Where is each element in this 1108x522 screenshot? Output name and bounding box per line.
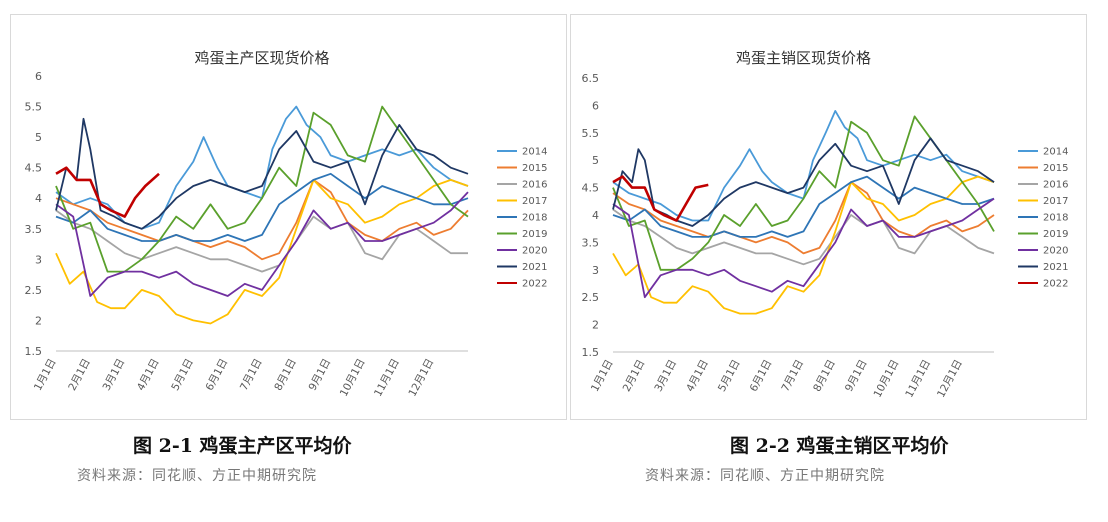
series-line-2020	[55, 191, 469, 297]
x-tick-label: 3月1日	[101, 357, 128, 393]
legend-label-2014: 2014	[1043, 147, 1068, 158]
legend-label-2017: 2017	[1043, 196, 1068, 207]
series-line-2019	[612, 115, 995, 271]
legend-label-2022: 2022	[522, 279, 547, 290]
legend-label-2022: 2022	[1043, 279, 1068, 290]
x-tick-label: 6月1日	[748, 358, 775, 394]
figure-caption-left: 图 2-1 鸡蛋主产区平均价	[133, 435, 352, 457]
y-tick-label: 5.5	[25, 101, 43, 114]
series-line-2022	[612, 175, 709, 222]
series-line-2017	[55, 179, 469, 325]
x-tick-label: 8月1日	[272, 357, 299, 393]
x-tick-label: 11月1日	[372, 357, 402, 399]
chart-title: 鸡蛋主销区现货价格	[736, 49, 871, 67]
figure-caption-right: 图 2-2 鸡蛋主销区平均价	[730, 435, 949, 457]
y-tick-label: 3	[35, 253, 42, 266]
legend-label-2020: 2020	[1043, 246, 1068, 257]
y-tick-label: 1.5	[25, 345, 43, 358]
x-tick-label: 1月1日	[32, 357, 59, 393]
series-line-2015	[55, 179, 469, 261]
series-line-2020	[612, 197, 995, 299]
legend-label-2016: 2016	[1043, 180, 1068, 191]
y-tick-label: 6	[35, 70, 42, 83]
x-tick-label: 9月1日	[307, 357, 334, 393]
x-tick-label: 5月1日	[716, 358, 743, 394]
y-tick-label: 5	[592, 154, 599, 167]
y-tick-label: 4	[592, 209, 599, 222]
x-tick-label: 3月1日	[652, 358, 679, 394]
legend-label-2014: 2014	[522, 147, 547, 158]
series-line-2014	[55, 105, 469, 230]
y-tick-label: 5.5	[582, 127, 600, 140]
x-tick-label: 9月1日	[843, 358, 870, 394]
legend-label-2021: 2021	[1043, 262, 1068, 273]
legend-label-2017: 2017	[522, 196, 547, 207]
series-line-2018	[612, 175, 995, 238]
legend-label-2021: 2021	[522, 262, 547, 273]
y-tick-label: 2	[35, 314, 42, 327]
x-tick-label: 10月1日	[338, 357, 368, 399]
chart-left: 鸡蛋主产区现货价格 1.5 2 2.5 3 3.5 4 4.5 5 5.5 6 1月1日 2月1日 3月1…	[25, 49, 548, 399]
legend-label-2020: 2020	[522, 246, 547, 257]
y-tick-label: 2.5	[25, 284, 43, 297]
legend-label-2019: 2019	[1043, 229, 1068, 240]
y-tick-label: 2	[592, 319, 599, 332]
series-line-2022	[55, 166, 160, 218]
y-tick-label: 3	[592, 264, 599, 277]
legend-label-2016: 2016	[522, 180, 547, 191]
series-line-2021	[55, 117, 469, 230]
y-tick-label: 4	[35, 192, 42, 205]
x-tick-label: 4月1日	[684, 358, 711, 394]
legend-label-2018: 2018	[522, 213, 547, 224]
x-tick-label: 2月1日	[66, 357, 93, 393]
chart-right: 鸡蛋主销区现货价格 1.5 2 2.5 3 3.5 4 4.5 5 5.5 6 6.5 1月1日 2月1日…	[582, 49, 1069, 400]
source-note-right: 资料来源：同花顺、方正中期研究院	[645, 468, 885, 484]
legend-label-2018: 2018	[1043, 213, 1068, 224]
legend-label-2015: 2015	[1043, 163, 1068, 174]
series-line-2015	[612, 181, 995, 255]
source-note-left: 资料来源：同花顺、方正中期研究院	[77, 468, 317, 484]
x-tick-label: 5月1日	[169, 357, 196, 393]
y-tick-label: 2.5	[582, 291, 600, 304]
series-line-2018	[55, 172, 469, 242]
legend-label-2019: 2019	[522, 229, 547, 240]
series-line-2014	[612, 110, 995, 222]
legend-label-2015: 2015	[522, 163, 547, 174]
y-tick-label: 3.5	[25, 223, 43, 236]
y-tick-label: 1.5	[582, 346, 600, 359]
y-tick-label: 6	[592, 99, 599, 112]
chart-panel-left: 鸡蛋主产区现货价格 1.5 2 2.5 3 3.5 4 4.5 5 5.5 6 1月1日 2月1日 3月1…	[10, 14, 567, 420]
x-tick-label: 12月1日	[935, 358, 965, 400]
y-tick-label: 4.5	[582, 182, 600, 195]
chart-title: 鸡蛋主产区现货价格	[194, 49, 329, 67]
x-tick-label: 6月1日	[204, 357, 231, 393]
x-tick-label: 10月1日	[872, 358, 902, 400]
x-tick-label: 8月1日	[811, 358, 838, 394]
x-tick-label: 1月1日	[589, 358, 616, 394]
chart-panel-right: 鸡蛋主销区现货价格 1.5 2 2.5 3 3.5 4 4.5 5 5.5 6 6.5 1月1日 2月1日…	[570, 14, 1087, 420]
x-tick-label: 11月1日	[903, 358, 933, 400]
series-line-2021	[612, 137, 995, 227]
y-tick-label: 4.5	[25, 162, 43, 175]
x-tick-label: 12月1日	[406, 357, 436, 399]
y-tick-label: 6.5	[582, 72, 600, 85]
series-line-2019	[55, 105, 469, 273]
x-tick-label: 7月1日	[238, 357, 265, 393]
series-line-2017	[612, 175, 995, 315]
y-tick-label: 5	[35, 131, 42, 144]
x-tick-label: 4月1日	[135, 357, 162, 393]
x-tick-label: 2月1日	[621, 358, 648, 394]
y-tick-label: 3.5	[582, 236, 600, 249]
x-tick-label: 7月1日	[779, 358, 806, 394]
